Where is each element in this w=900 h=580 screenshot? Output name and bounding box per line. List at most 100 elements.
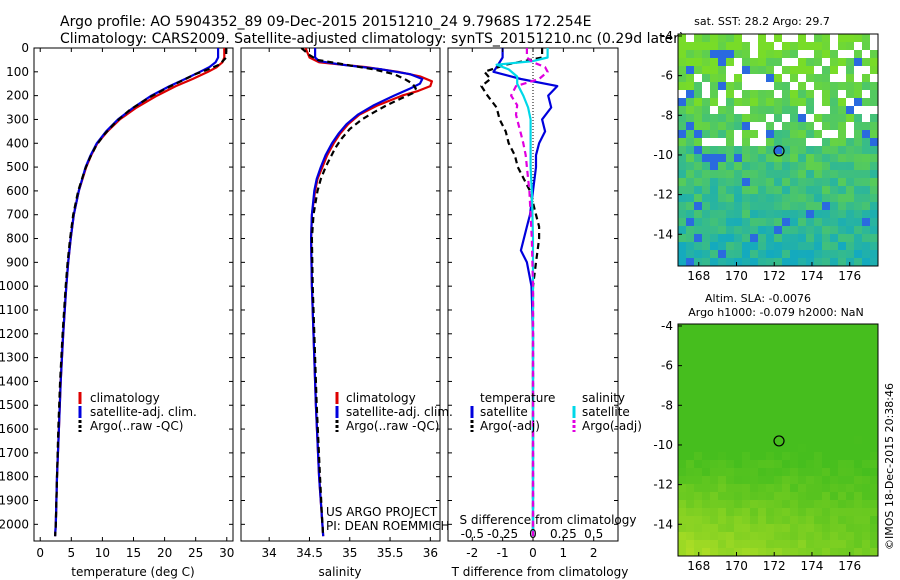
map-cell bbox=[862, 186, 870, 194]
map-cell bbox=[854, 106, 862, 114]
map-cell bbox=[806, 66, 814, 74]
map-cell bbox=[830, 114, 838, 122]
temperature-panel-frame bbox=[33, 47, 234, 542]
map-cell bbox=[758, 404, 766, 412]
map-cell bbox=[734, 58, 742, 66]
map-cell bbox=[854, 412, 862, 420]
map-cell bbox=[790, 74, 798, 82]
depth-tick-label: 1500 bbox=[0, 398, 29, 412]
map-cell bbox=[814, 340, 822, 348]
map-cell bbox=[678, 484, 686, 492]
map-cell bbox=[870, 122, 878, 130]
map-cell bbox=[814, 356, 822, 364]
map-cell bbox=[742, 420, 750, 428]
map-cell bbox=[798, 66, 806, 74]
map-cell bbox=[854, 242, 862, 250]
map-cell bbox=[710, 372, 718, 380]
map-cell bbox=[678, 532, 686, 540]
map-cell bbox=[718, 380, 726, 388]
map-cell bbox=[678, 106, 686, 114]
map-cell bbox=[782, 154, 790, 162]
map-cell bbox=[758, 42, 766, 50]
map-cell bbox=[798, 508, 806, 516]
map-cell bbox=[870, 348, 878, 356]
map-cell bbox=[718, 258, 726, 266]
map-cell bbox=[694, 74, 702, 82]
map-cell bbox=[838, 114, 846, 122]
map-cell bbox=[678, 154, 686, 162]
map-cell bbox=[774, 146, 782, 154]
map-cell bbox=[830, 372, 838, 380]
map-cell bbox=[726, 388, 734, 396]
map-cell bbox=[774, 138, 782, 146]
map-cell bbox=[718, 460, 726, 468]
map-cell bbox=[862, 122, 870, 130]
map-cell bbox=[742, 500, 750, 508]
map-cell bbox=[838, 106, 846, 114]
map-cell bbox=[702, 74, 710, 82]
map-cell bbox=[726, 50, 734, 58]
map-cell bbox=[782, 500, 790, 508]
depth-tick-label: 500 bbox=[6, 160, 29, 174]
map-cell bbox=[838, 508, 846, 516]
map-cell bbox=[830, 218, 838, 226]
map-cell bbox=[694, 146, 702, 154]
map-cell bbox=[822, 388, 830, 396]
map-cell bbox=[686, 210, 694, 218]
map-cell bbox=[766, 492, 774, 500]
map-cell bbox=[782, 468, 790, 476]
sst-map bbox=[678, 34, 878, 266]
map-cell bbox=[766, 50, 774, 58]
map-cell bbox=[758, 138, 766, 146]
map-cell bbox=[782, 492, 790, 500]
map-cell bbox=[718, 348, 726, 356]
map-cell bbox=[742, 484, 750, 492]
map-cell bbox=[710, 380, 718, 388]
map-cell bbox=[822, 178, 830, 186]
map-cell bbox=[822, 98, 830, 106]
map-cell bbox=[798, 516, 806, 524]
map-cell bbox=[726, 444, 734, 452]
map-cell bbox=[718, 364, 726, 372]
map-cell bbox=[790, 258, 798, 266]
map-cell bbox=[822, 500, 830, 508]
map-cell bbox=[766, 98, 774, 106]
map-cell bbox=[702, 356, 710, 364]
map-cell bbox=[822, 548, 830, 556]
map-cell bbox=[782, 436, 790, 444]
map-cell bbox=[862, 524, 870, 532]
map-cell bbox=[790, 122, 798, 130]
map-cell bbox=[678, 66, 686, 74]
map-cell bbox=[678, 98, 686, 106]
map-cell bbox=[830, 74, 838, 82]
map-cell bbox=[854, 194, 862, 202]
map-cell bbox=[838, 234, 846, 242]
map-cell bbox=[830, 468, 838, 476]
sla-map-subtitle: Argo h1000: -0.079 h2000: NaN bbox=[688, 306, 864, 319]
map-cell bbox=[798, 484, 806, 492]
map-cell bbox=[806, 380, 814, 388]
map-cell bbox=[734, 468, 742, 476]
map-cell bbox=[822, 258, 830, 266]
map-cell bbox=[862, 340, 870, 348]
map-cell bbox=[718, 436, 726, 444]
map-cell bbox=[806, 356, 814, 364]
map-cell bbox=[774, 484, 782, 492]
map-cell bbox=[782, 50, 790, 58]
map-cell bbox=[870, 34, 878, 42]
map-cell bbox=[798, 548, 806, 556]
map-cell bbox=[846, 226, 854, 234]
map-cell bbox=[870, 420, 878, 428]
map-cell bbox=[822, 324, 830, 332]
map-cell bbox=[838, 98, 846, 106]
depth-tick-label: 600 bbox=[6, 184, 29, 198]
map-cell bbox=[694, 226, 702, 234]
map-cell bbox=[758, 324, 766, 332]
map-cell bbox=[742, 58, 750, 66]
map-y-tick-label: -6 bbox=[661, 69, 673, 83]
map-cell bbox=[838, 250, 846, 258]
map-cell bbox=[782, 74, 790, 82]
map-cell bbox=[806, 524, 814, 532]
map-cell bbox=[766, 420, 774, 428]
map-cell bbox=[742, 138, 750, 146]
